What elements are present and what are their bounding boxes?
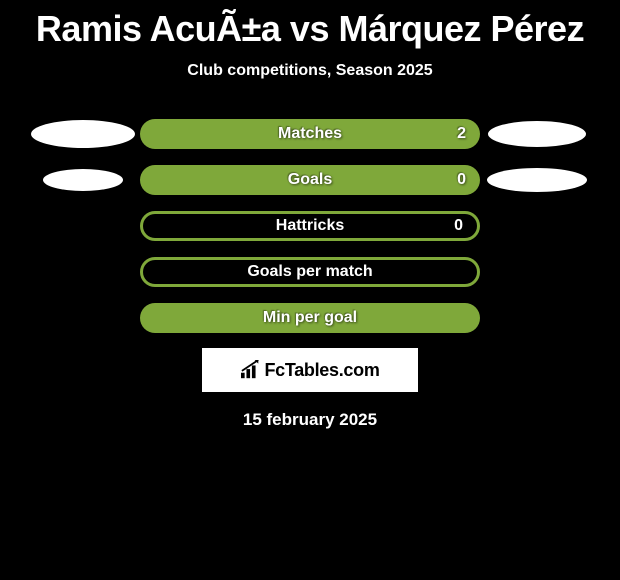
right-ellipse [487,168,587,192]
bar-slot: Goals 0 [138,165,482,195]
brand: FcTables.com [240,360,379,381]
stat-label: Goals [288,171,332,189]
stat-label: Min per goal [263,309,357,327]
bar-slot: Matches 2 [138,119,482,149]
stat-bar: Matches 2 [140,119,480,149]
right-ellipse-slot [482,168,592,192]
bar-slot: Goals per match [138,257,482,287]
left-ellipse [43,169,123,191]
stat-label: Hattricks [276,217,344,235]
brand-box: FcTables.com [202,348,418,392]
stat-value: 0 [454,217,463,235]
stat-value: 0 [457,171,466,189]
bar-slot: Min per goal [138,303,482,333]
stat-row: Hattricks 0 [10,210,610,242]
left-ellipse-slot [28,169,138,191]
left-ellipse-slot [28,120,138,148]
stat-row: Matches 2 [10,118,610,150]
stat-bar: Hattricks 0 [140,211,480,241]
stat-bar: Goals 0 [140,165,480,195]
right-ellipse [488,121,586,147]
comparison-chart: Matches 2 Goals 0 Hattricks 0 Goals per match M… [0,118,620,334]
date-label: 15 february 2025 [0,410,620,430]
right-ellipse-slot [482,121,592,147]
left-ellipse [31,120,135,148]
stat-bar: Min per goal [140,303,480,333]
stat-row: Min per goal [10,302,610,334]
page-title: Ramis AcuÃ±a vs Márquez Pérez [0,0,620,50]
stat-row: Goals 0 [10,164,610,196]
stat-label: Matches [278,125,342,143]
stat-value: 2 [457,125,466,143]
bar-slot: Hattricks 0 [138,211,482,241]
subtitle: Club competitions, Season 2025 [0,62,620,80]
stat-row: Goals per match [10,256,610,288]
stat-label: Goals per match [247,263,372,281]
brand-text: FcTables.com [264,360,379,381]
stat-bar: Goals per match [140,257,480,287]
fctables-logo-icon [240,360,262,380]
